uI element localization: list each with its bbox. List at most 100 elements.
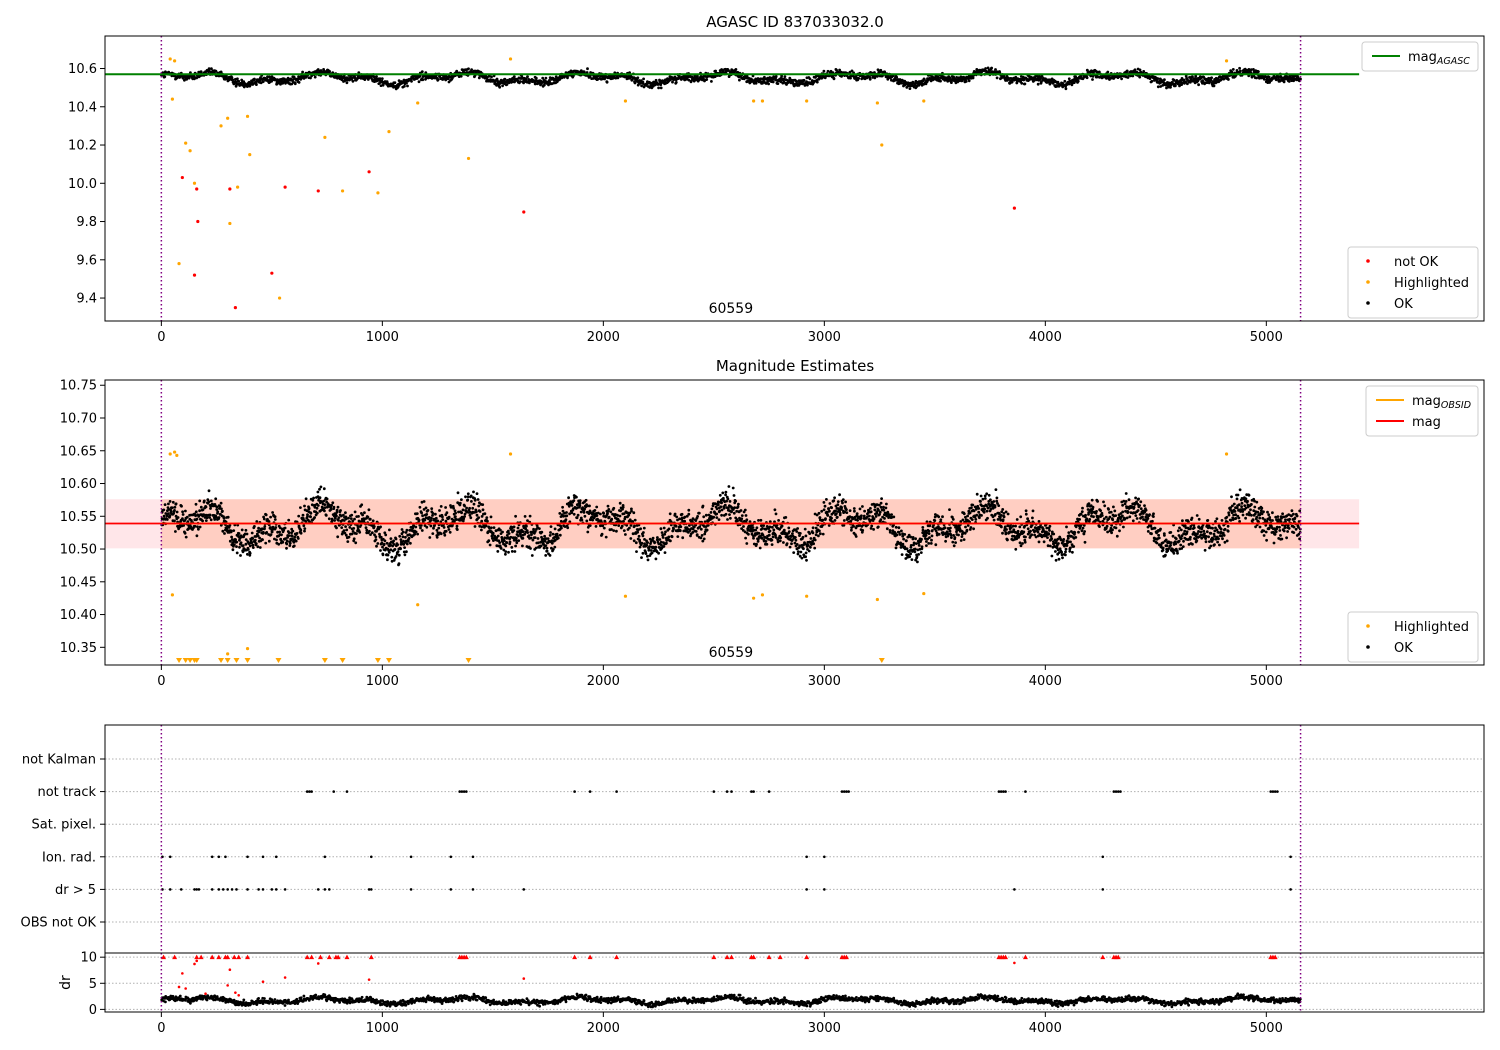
data-point xyxy=(475,492,479,495)
data-point xyxy=(762,524,765,527)
data-point xyxy=(419,526,422,530)
data-point xyxy=(350,532,354,536)
data-point xyxy=(173,509,176,512)
data-point xyxy=(538,527,541,530)
data-point xyxy=(661,536,665,539)
data-point xyxy=(572,512,576,516)
data-point xyxy=(809,537,813,540)
data-point xyxy=(345,528,349,532)
data-point xyxy=(351,79,355,83)
data-point xyxy=(779,536,783,540)
data-point xyxy=(207,500,211,504)
data-point xyxy=(281,540,285,544)
data-point xyxy=(637,534,641,538)
data-point xyxy=(604,535,608,539)
data-point xyxy=(531,538,535,542)
data-point xyxy=(567,496,570,500)
data-point xyxy=(489,526,493,530)
data-point xyxy=(642,526,646,530)
data-point xyxy=(285,542,289,546)
data-point xyxy=(728,500,732,503)
data-point xyxy=(277,542,281,546)
data-point xyxy=(372,525,376,528)
data-point xyxy=(695,533,699,537)
data-point xyxy=(261,538,264,542)
data-point xyxy=(398,534,402,538)
data-point xyxy=(315,511,319,515)
data-point xyxy=(605,80,609,84)
data-point xyxy=(1231,68,1235,71)
data-point xyxy=(302,524,306,528)
data-point xyxy=(879,518,883,522)
data-point xyxy=(633,518,637,522)
data-point xyxy=(570,504,574,507)
data-point xyxy=(717,518,721,521)
data-point xyxy=(372,75,376,79)
data-point xyxy=(710,80,713,83)
data-point xyxy=(838,513,842,517)
data-point xyxy=(519,532,522,536)
data-point xyxy=(358,530,362,534)
data-point xyxy=(544,76,548,80)
data-point xyxy=(169,510,173,513)
data-point xyxy=(826,514,830,517)
data-point xyxy=(415,512,419,515)
data-point xyxy=(698,525,702,529)
data-point xyxy=(528,514,532,518)
data-point xyxy=(275,82,279,86)
data-point xyxy=(759,518,763,522)
data-point xyxy=(522,210,526,214)
data-point xyxy=(192,181,197,185)
data-point xyxy=(195,534,199,538)
data-point xyxy=(586,67,589,71)
data-point xyxy=(416,101,420,105)
data-point xyxy=(1156,77,1160,80)
data-point xyxy=(909,535,913,539)
data-point xyxy=(804,551,808,555)
data-point xyxy=(171,500,175,504)
data-point xyxy=(718,509,721,513)
data-point xyxy=(347,535,351,539)
data-point xyxy=(878,510,882,514)
data-point xyxy=(438,509,441,512)
data-point xyxy=(374,535,378,539)
data-point xyxy=(564,518,568,522)
data-point xyxy=(275,538,278,542)
data-point xyxy=(796,527,799,530)
data-point xyxy=(885,502,888,506)
data-point xyxy=(234,538,238,542)
data-point xyxy=(504,552,507,556)
data-point xyxy=(181,513,185,516)
data-point xyxy=(250,541,254,545)
data-point xyxy=(293,82,297,86)
data-point xyxy=(196,219,200,224)
data-point xyxy=(466,492,470,496)
data-point xyxy=(799,550,803,554)
data-point xyxy=(724,512,728,516)
data-point xyxy=(927,529,931,533)
data-point xyxy=(1133,68,1137,72)
data-point xyxy=(460,498,463,501)
data-point xyxy=(297,81,301,84)
data-point xyxy=(540,530,544,534)
data-point xyxy=(508,57,513,61)
data-point xyxy=(507,532,511,535)
data-point xyxy=(844,500,847,504)
data-point xyxy=(248,152,252,157)
data-point xyxy=(512,525,516,529)
data-point xyxy=(636,76,640,80)
data-point xyxy=(526,531,529,534)
data-point xyxy=(332,505,336,509)
data-point xyxy=(239,541,243,545)
data-point xyxy=(595,505,599,509)
data-point xyxy=(487,539,491,543)
data-point xyxy=(394,537,398,541)
data-point xyxy=(732,511,736,515)
data-point xyxy=(170,97,175,101)
data-point xyxy=(421,78,425,82)
data-point xyxy=(694,519,698,522)
data-point xyxy=(615,529,618,533)
data-point xyxy=(522,530,525,533)
data-point xyxy=(221,529,225,533)
data-point xyxy=(532,527,535,531)
